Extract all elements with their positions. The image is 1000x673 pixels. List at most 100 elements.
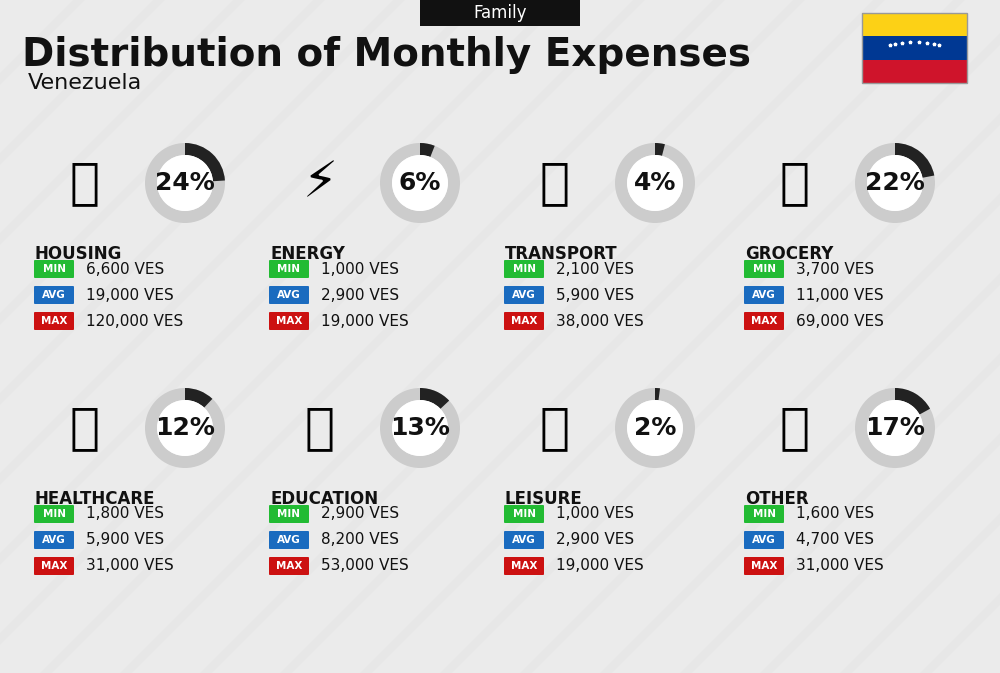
Bar [862,60,967,83]
Text: OTHER: OTHER [745,490,809,508]
FancyBboxPatch shape [34,312,74,330]
FancyBboxPatch shape [269,312,309,330]
Text: 19,000 VES: 19,000 VES [321,314,409,328]
FancyBboxPatch shape [744,505,784,523]
Wedge shape [895,388,930,415]
Text: AVG: AVG [752,535,776,545]
Text: EDUCATION: EDUCATION [270,490,378,508]
Text: 🎓: 🎓 [305,404,335,452]
Circle shape [867,155,923,211]
Text: AVG: AVG [512,535,536,545]
Text: AVG: AVG [277,535,301,545]
FancyBboxPatch shape [504,531,544,549]
Text: 2,900 VES: 2,900 VES [321,507,399,522]
Text: MIN: MIN [278,509,300,519]
Text: MIN: MIN [512,509,536,519]
FancyBboxPatch shape [504,260,544,278]
Wedge shape [380,143,460,223]
Circle shape [627,400,683,456]
Text: Distribution of Monthly Expenses: Distribution of Monthly Expenses [22,36,751,74]
FancyBboxPatch shape [269,531,309,549]
Text: MIN: MIN [278,264,300,274]
Text: AVG: AVG [42,290,66,300]
Circle shape [392,400,448,456]
Text: 11,000 VES: 11,000 VES [796,287,884,302]
Circle shape [392,155,448,211]
Text: 2,900 VES: 2,900 VES [321,287,399,302]
FancyBboxPatch shape [504,312,544,330]
Text: 53,000 VES: 53,000 VES [321,559,409,573]
Text: HEALTHCARE: HEALTHCARE [35,490,156,508]
FancyBboxPatch shape [744,260,784,278]
FancyBboxPatch shape [34,286,74,304]
Text: 2%: 2% [634,416,676,440]
Text: 🚌: 🚌 [540,159,570,207]
Text: 5,900 VES: 5,900 VES [556,287,634,302]
Text: MAX: MAX [41,316,67,326]
Text: MIN: MIN [42,264,66,274]
Wedge shape [615,143,695,223]
Text: 🛒: 🛒 [780,159,810,207]
Text: 1,800 VES: 1,800 VES [86,507,164,522]
Text: 💰: 💰 [780,404,810,452]
Text: ⚡: ⚡ [302,159,338,207]
Text: MIN: MIN [512,264,536,274]
Text: MAX: MAX [511,316,537,326]
FancyBboxPatch shape [504,286,544,304]
Text: 6%: 6% [399,171,441,195]
Text: MAX: MAX [751,561,777,571]
FancyBboxPatch shape [269,260,309,278]
FancyBboxPatch shape [269,286,309,304]
FancyBboxPatch shape [34,531,74,549]
Text: MAX: MAX [751,316,777,326]
Wedge shape [185,143,225,181]
Text: AVG: AVG [752,290,776,300]
Circle shape [157,155,213,211]
Wedge shape [145,388,225,468]
Text: 69,000 VES: 69,000 VES [796,314,884,328]
Wedge shape [855,143,935,223]
Text: AVG: AVG [512,290,536,300]
Text: ENERGY: ENERGY [270,245,345,263]
Text: 1,600 VES: 1,600 VES [796,507,874,522]
Text: 8,200 VES: 8,200 VES [321,532,399,548]
Text: 24%: 24% [155,171,215,195]
Text: Venezuela: Venezuela [28,73,142,93]
Text: Family: Family [473,4,527,22]
Text: 31,000 VES: 31,000 VES [86,559,174,573]
Text: 13%: 13% [390,416,450,440]
Bar [862,13,967,83]
Wedge shape [420,143,435,157]
Text: 12%: 12% [155,416,215,440]
Text: 120,000 VES: 120,000 VES [86,314,183,328]
Text: 2,900 VES: 2,900 VES [556,532,634,548]
FancyBboxPatch shape [744,286,784,304]
FancyBboxPatch shape [34,260,74,278]
FancyBboxPatch shape [744,531,784,549]
Wedge shape [655,143,665,156]
Wedge shape [380,388,460,468]
Bar [862,36,967,60]
Text: GROCERY: GROCERY [745,245,833,263]
Text: 19,000 VES: 19,000 VES [556,559,644,573]
Wedge shape [655,388,660,400]
FancyBboxPatch shape [269,557,309,575]
Text: 31,000 VES: 31,000 VES [796,559,884,573]
Text: 17%: 17% [865,416,925,440]
FancyBboxPatch shape [744,312,784,330]
FancyBboxPatch shape [269,505,309,523]
FancyBboxPatch shape [34,557,74,575]
Text: 1,000 VES: 1,000 VES [321,262,399,277]
Text: MAX: MAX [276,561,302,571]
Text: LEISURE: LEISURE [505,490,583,508]
Text: 💗: 💗 [70,404,100,452]
Wedge shape [895,143,934,178]
Text: 3,700 VES: 3,700 VES [796,262,874,277]
Wedge shape [420,388,449,409]
Text: MAX: MAX [511,561,537,571]
Text: MAX: MAX [41,561,67,571]
FancyBboxPatch shape [504,557,544,575]
FancyBboxPatch shape [34,505,74,523]
Text: TRANSPORT: TRANSPORT [505,245,618,263]
Text: MIN: MIN [42,509,66,519]
